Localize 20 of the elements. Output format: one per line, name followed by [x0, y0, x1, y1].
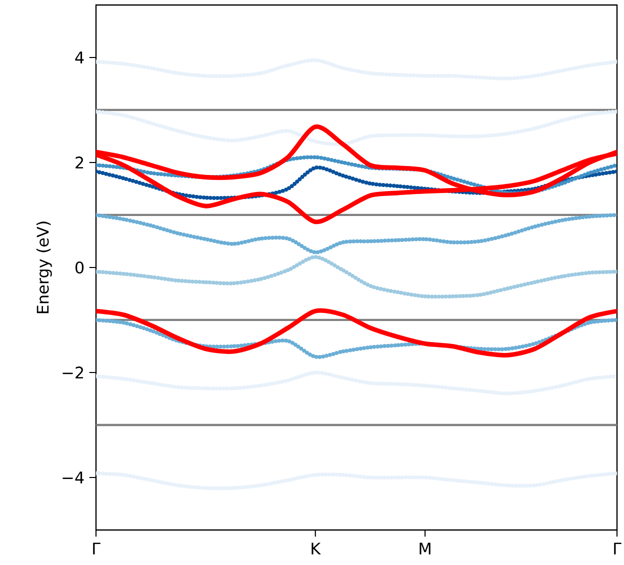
line-series	[96, 58, 617, 80]
y-axis-title: Energy (eV)	[36, 222, 52, 314]
line-series	[96, 110, 617, 146]
line-series	[96, 370, 617, 396]
line-series	[96, 318, 617, 359]
line-series	[96, 166, 617, 200]
x-tick-label: Γ	[93, 542, 100, 554]
y-tick-label: 4	[75, 52, 84, 64]
line-series	[96, 155, 617, 196]
y-tick-label: 0	[75, 261, 84, 274]
y-tick-label: −4	[62, 472, 84, 484]
x-tick-label: K	[312, 542, 321, 554]
line-series	[96, 254, 617, 299]
line-series	[96, 212, 617, 254]
y-tick-label: 2	[76, 156, 84, 168]
line-series	[96, 471, 617, 490]
x-tick-label: M	[420, 542, 430, 554]
line-series	[96, 308, 617, 358]
x-tick-label: Γ	[614, 542, 622, 554]
y-tick-label: −2	[62, 366, 84, 378]
